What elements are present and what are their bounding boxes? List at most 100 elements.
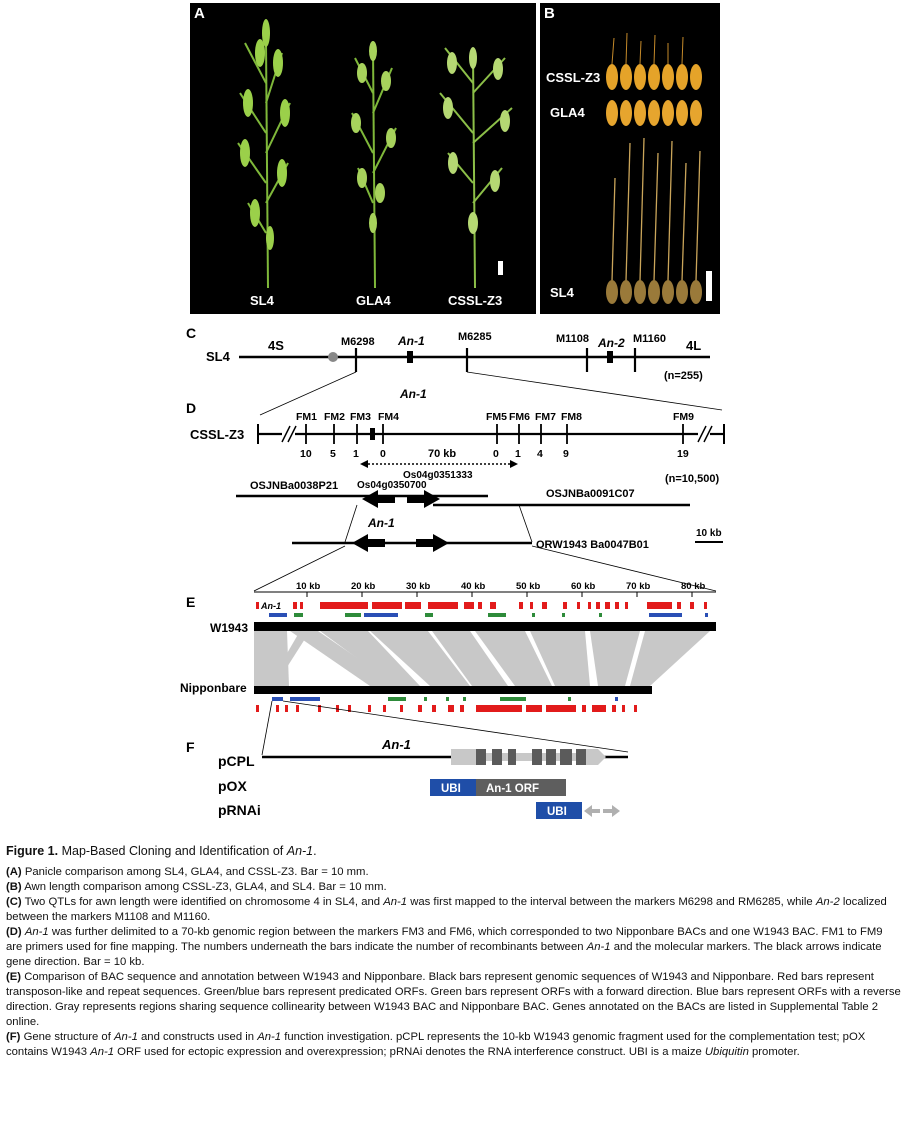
caption-b: (B) Awn length comparison among CSSL-Z3,… [6,880,901,895]
d-marker-ticks [305,424,684,444]
panel-c-letter: C [186,325,196,341]
e-label-w1943: W1943 [210,621,248,635]
e-tick-30: 30 kb [406,581,430,592]
caption-f: (F) Gene structure of An-1 and construct… [6,1030,901,1060]
panel-b-label-gla4: GLA4 [550,105,585,120]
e-collinearity [254,631,710,686]
e-tick-70: 70 kb [626,581,650,592]
caption-d-gene1: An-1 [24,926,49,938]
d-scale-label: 10 kb [696,528,722,539]
caption-e: (E) Comparison of BAC sequence and annot… [6,970,901,1030]
e-label-nipponbare: Nipponbare [180,681,247,695]
d-n: (n=10,500) [665,473,719,485]
caption-d-text2: and the molecular markers. The black arr… [6,941,882,968]
d-interval-label: 70 kb [428,448,456,460]
panel-f-letter: F [186,739,195,755]
e-tick-40: 40 kb [461,581,485,592]
d-recomb-fm4: 0 [380,448,386,460]
c-gene-an2: An-2 [597,336,625,350]
d-orf-1: Os04g0350700 [357,480,427,491]
d-recomb-fm7: 4 [537,448,543,460]
caption-c-gene2: An-2 [815,896,840,908]
c-an2-box [607,351,613,363]
panel-b-photo: B CS [540,3,720,314]
d-arrow-reverse-2 [352,534,385,552]
panel-a-photo: A [190,3,536,314]
e-nipponbare-bar [254,686,652,694]
caption-c: (C) Two QTLs for awn length were identif… [6,895,901,925]
f-construct-prnai: pRNAi [218,802,261,818]
scale-bar-a [498,261,503,275]
d-arrow-reverse [362,490,395,508]
panel-b-label-cssl: CSSL-Z3 [546,70,601,85]
d-recomb-fm3: 1 [353,448,359,460]
panel-a-label-cssl: CSSL-Z3 [448,293,503,308]
caption-title: Figure 1. Map-Based Cloning and Identifi… [6,844,317,858]
caption-e-text: Comparison of BAC sequence and annotatio… [6,971,901,1028]
c-chrom-label: SL4 [206,349,231,364]
d-line-label: CSSL-Z3 [190,427,244,442]
e-nipponbare-repeats [256,705,637,712]
d-gene-an1-second: An-1 [367,516,395,530]
caption-b-tag: (B) [6,881,22,893]
caption-c-text2: was first mapped to the interval between… [410,896,813,908]
caption-c-gene1: An-1 [383,896,408,908]
panicle-illustration [237,19,513,289]
caption-e-tag: (E) [6,971,22,983]
e-w1943-repeats [256,602,707,609]
c-arm-right: 4L [686,338,701,353]
d-marker-fm2: FM2 [324,411,345,423]
caption-b-text: Awn length comparison among CSSL-Z3, GLA… [24,881,387,893]
d-marker-fm4: FM4 [378,411,399,423]
c-marker-m6298: M6298 [341,336,375,348]
d-marker-fm7: FM7 [535,411,556,423]
caption-f-text2: and constructs used in [141,1031,255,1043]
f-prnai-ubi-label: UBI [547,806,567,818]
panel-a-label-sl4: SL4 [250,293,274,308]
caption-d-text1: was further delimited to a 70-kb genomic… [6,926,883,953]
caption-f-text3: function investigation. pCPL represents … [6,1031,866,1058]
e-w1943-bar [254,622,716,631]
d-marker-fm1: FM1 [296,411,317,423]
e-gene-an1: An-1 [260,601,281,611]
caption-d: (D) An-1 was further delimited to a 70-k… [6,925,901,970]
caption-f-gene2: An-1 [257,1031,282,1043]
caption-title-gene: An-1 [286,844,314,858]
seed-illustration [606,32,712,304]
d-marker-fm9: FM9 [673,411,694,423]
f-construct-pox: pOX [218,778,247,794]
d-recomb-fm2: 5 [330,448,336,460]
f-pox-orf-label: An-1 ORF [486,783,539,795]
d-marker-fm8: FM8 [561,411,582,423]
d-arrow-forward [407,490,440,508]
d-arrow-forward-2 [416,534,449,552]
f-prnai-arrow-right [603,805,620,817]
f-prnai-ubi [536,802,582,819]
d-recomb-fm6: 1 [515,448,521,460]
figure-caption: Figure 1. Map-Based Cloning and Identifi… [6,844,901,1060]
caption-title-text: Map-Based Cloning and Identification of [61,844,284,858]
e-nipponbare-orfs [272,697,618,701]
d-recomb-fm9: 19 [677,448,689,460]
caption-f-gene3: An-1 [90,1046,115,1058]
c-marker-m1108: M1108 [556,333,589,345]
d-recomb-fm8: 9 [563,448,569,460]
e-w1943-orfs [269,613,708,617]
d-marker-fm6: FM6 [509,411,530,423]
panel-d-letter: D [186,400,196,416]
c-centromere [328,352,338,362]
panel-a-label-gla4: GLA4 [356,293,391,308]
c-gene-an1: An-1 [397,334,425,348]
e-tick-80: 80 kb [681,581,705,592]
e-tick-50: 50 kb [516,581,540,592]
c-n: (n=255) [664,370,703,382]
panel-b-letter: B [544,5,555,22]
caption-f-tag: (F) [6,1031,21,1043]
d-bac-1: OSJNBa0038P21 [250,480,338,492]
diagram-c-to-f: C SL4 4S 4L M6298 An-1 M6285 M1108 An-2 … [180,325,725,819]
scale-bar-b [706,271,712,301]
caption-f-text5: promoter. [752,1046,800,1058]
d-recomb-fm1: 10 [300,448,312,460]
caption-d-tag: (D) [6,926,22,938]
panel-e-letter: E [186,594,195,610]
